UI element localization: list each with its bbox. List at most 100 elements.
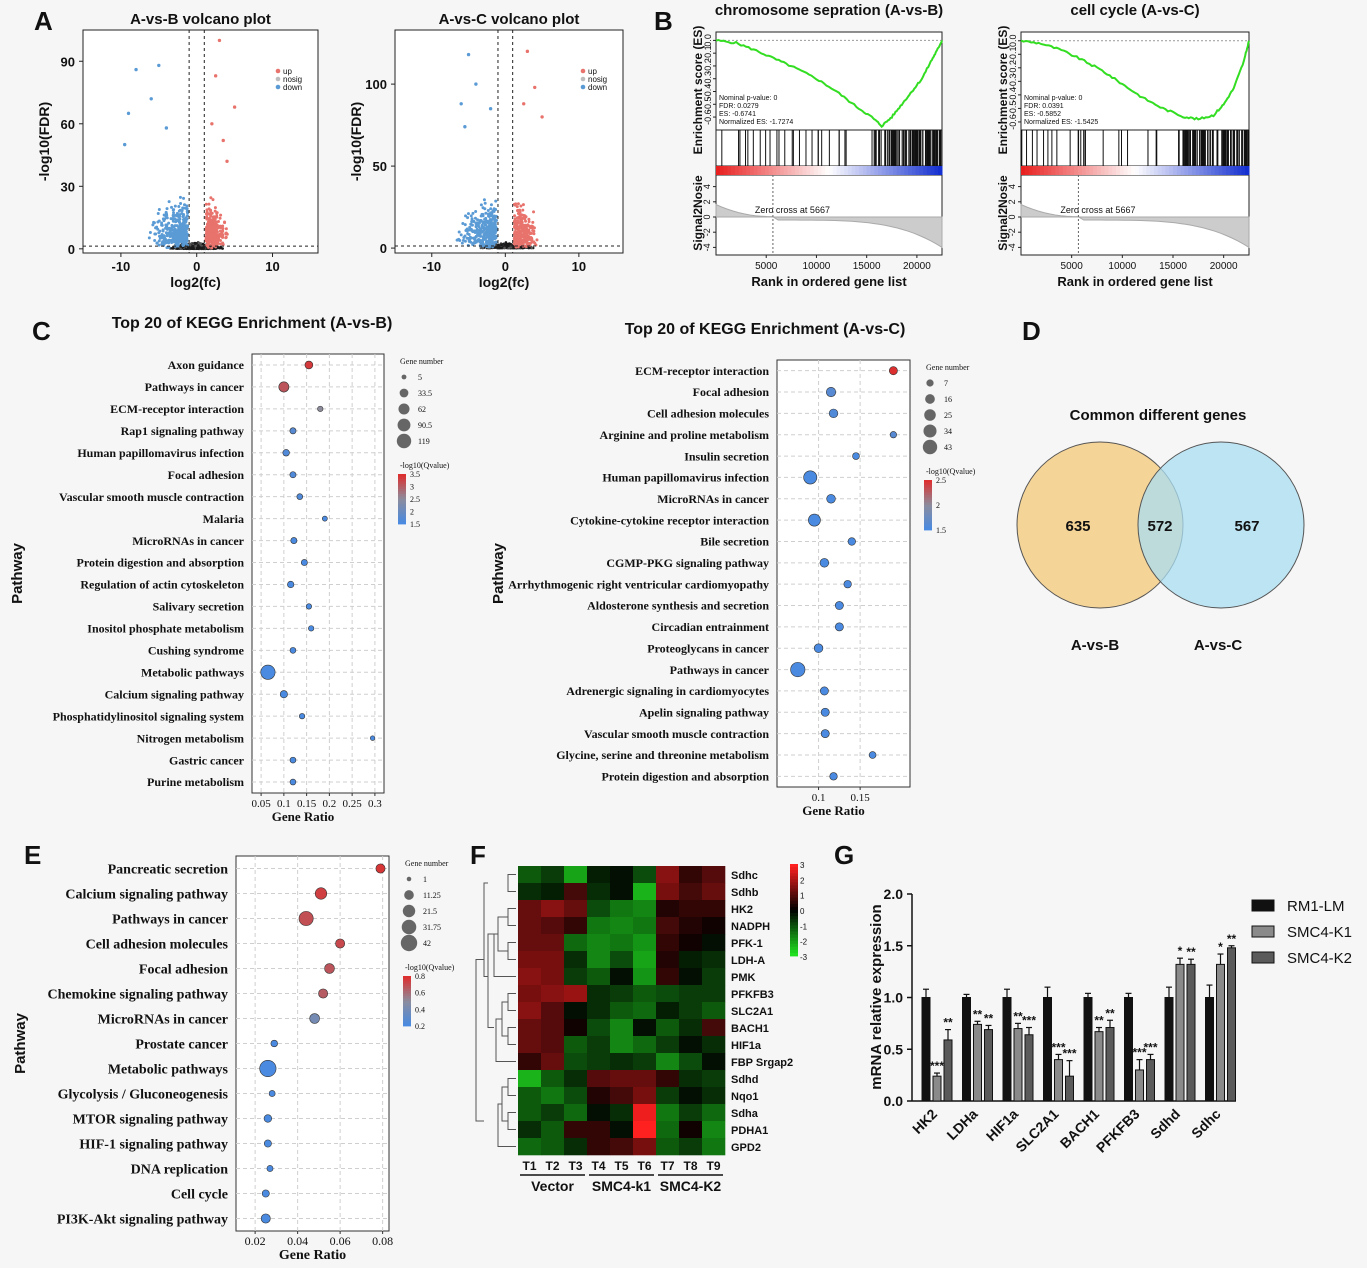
color-legend-label: 2 <box>936 501 940 510</box>
y-tick-label: 2.0 <box>884 886 904 902</box>
point-up <box>516 235 520 239</box>
pathway-bubble <box>299 713 306 720</box>
color-legend-cell <box>924 487 932 491</box>
color-scale-cell <box>790 870 798 874</box>
size-legend-bubble <box>923 424 937 438</box>
point-up <box>213 233 217 237</box>
rank-heat-cell <box>1154 166 1159 175</box>
pathway-label: Prostate cancer <box>135 1037 228 1052</box>
y-tick-label: -4 <box>1007 243 1017 251</box>
pathway-label: Human papillomavirus infection <box>602 471 769 485</box>
pathway-label: MicroRNAs in cancer <box>98 1012 228 1027</box>
x-tick-label: 20000 <box>1210 261 1238 272</box>
pathway-label: ECM-receptor interaction <box>635 364 769 378</box>
color-scale-cell <box>790 900 798 905</box>
point-nosig <box>192 247 195 250</box>
pathway-label: Aldosterone synthesis and secretion <box>587 599 769 613</box>
rank-heat-cell <box>787 166 792 175</box>
rank-heat-cell <box>930 166 935 175</box>
heatmap: Sdhc Sdhb HK2 NADPH PFK-1 LDH-A PMK PFKFB3 SLC2A… <box>475 861 808 1194</box>
point-up <box>207 241 211 245</box>
x-axis-label: log2(fc) <box>479 274 530 290</box>
pathway-label: Calcium signaling pathway <box>65 887 228 902</box>
heatmap-cell <box>610 934 634 952</box>
pathway-label: ECM-receptor interaction <box>110 402 244 416</box>
rank-heat-cell <box>844 166 849 175</box>
legend-dot <box>580 76 586 82</box>
pathway-label: Salivary secretion <box>153 600 245 614</box>
color-legend-cell <box>398 509 406 512</box>
bar <box>962 997 971 1102</box>
rank-heat-cell <box>1184 166 1189 175</box>
legend-label: RM1-LM <box>1287 898 1345 915</box>
point-down <box>157 63 161 68</box>
heatmap-cell <box>610 951 634 969</box>
point-up <box>218 233 222 237</box>
legend-label: down <box>283 83 302 92</box>
point-down <box>156 220 160 224</box>
pathway-bubble <box>370 735 376 741</box>
heatmap-cell <box>702 917 726 935</box>
heatmap-row-label: FBP Srgap2 <box>731 1057 793 1069</box>
size-legend-label: 34 <box>944 427 952 436</box>
rank-heat-cell <box>727 166 732 175</box>
pathway-bubble <box>289 427 297 435</box>
x-tick-label: 0 <box>502 259 509 274</box>
pathway-bubble <box>260 1213 271 1224</box>
point-down <box>486 243 490 247</box>
point-down <box>486 235 490 239</box>
color-legend-label: 0.8 <box>415 972 425 981</box>
heatmap-cell <box>610 1002 634 1020</box>
point-down <box>170 205 174 209</box>
color-legend-cell <box>398 506 406 510</box>
color-scale-cell <box>790 867 798 871</box>
point-up <box>521 242 525 246</box>
point-nosig <box>505 243 509 246</box>
point-down <box>185 209 189 213</box>
x-tick-label: 0.06 <box>330 1234 351 1248</box>
point-down <box>149 97 153 101</box>
color-scale-cell <box>790 894 798 899</box>
color-scale-label: 2 <box>800 876 805 885</box>
point-down <box>172 211 176 215</box>
heatmap-cell <box>541 1087 565 1105</box>
point-up <box>515 239 519 243</box>
heatmap-cell <box>587 1104 611 1122</box>
heatmap-cell <box>587 900 611 918</box>
rank-heat-cell <box>1142 166 1147 175</box>
point-down <box>468 235 472 239</box>
rank-heat-cell <box>783 166 789 175</box>
legend-label: down <box>588 83 607 92</box>
heatmap-cell <box>702 883 726 901</box>
point-down <box>490 225 494 229</box>
pathway-label: Protein digestion and absorption <box>77 556 245 570</box>
point-up <box>516 202 520 206</box>
point-down <box>466 216 470 220</box>
color-legend-cell <box>398 501 406 505</box>
legend-label: up <box>588 67 597 76</box>
point-up <box>527 220 531 224</box>
heatmap-cell <box>518 1104 542 1122</box>
heatmap-cell <box>702 1002 726 1020</box>
point-up <box>224 227 228 231</box>
point-up <box>520 226 524 230</box>
y-tick-label: -0.3 <box>1008 74 1018 90</box>
heatmap-cell <box>587 934 611 952</box>
rank-heat-cell <box>1089 166 1094 175</box>
legend-label: up <box>283 67 292 76</box>
heatmap-cell <box>679 1053 703 1071</box>
dendrogram <box>475 874 516 1147</box>
heatmap-cell <box>518 1070 542 1088</box>
point-down <box>481 239 485 243</box>
point-up <box>209 213 213 217</box>
point-down <box>493 220 497 224</box>
point-down <box>180 234 184 238</box>
point-down <box>487 230 491 234</box>
heatmap-column-label: T2 <box>545 1159 559 1173</box>
pathway-bubble <box>803 470 818 485</box>
color-legend-label: 2.5 <box>410 495 420 504</box>
rank-heat-cell <box>1169 166 1174 175</box>
heatmap-cell <box>541 951 565 969</box>
point-nosig <box>194 244 197 248</box>
